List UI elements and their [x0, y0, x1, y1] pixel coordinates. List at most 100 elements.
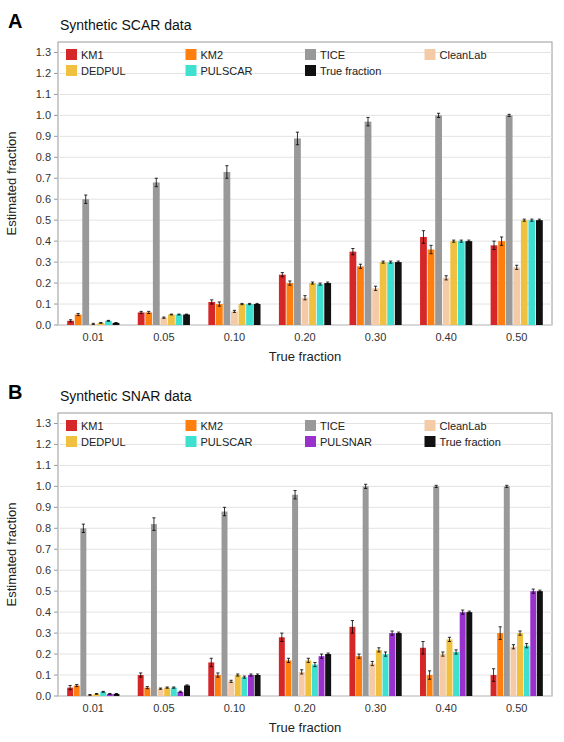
error-bar: [243, 676, 246, 678]
bar: [302, 298, 309, 325]
error-bar: [293, 491, 296, 499]
tick-mark: [54, 423, 58, 424]
error-bar: [445, 276, 448, 280]
bar: [160, 318, 167, 325]
error-bar: [435, 485, 438, 487]
error-bar: [159, 688, 162, 689]
error-bar: [288, 281, 291, 285]
legend-label: KM2: [201, 49, 224, 61]
bar: [100, 692, 106, 696]
bar: [458, 241, 465, 325]
error-bar: [114, 322, 117, 324]
error-bar: [77, 313, 80, 315]
grid-line: [58, 675, 552, 676]
plot-frame: [58, 413, 552, 696]
legend-swatch: [186, 420, 197, 431]
error-bar: [319, 283, 322, 285]
error-bar: [429, 245, 432, 253]
error-bar: [428, 671, 431, 679]
error-bar: [218, 302, 221, 306]
x-tick-label: 0.20: [294, 331, 315, 343]
error-bar: [240, 303, 243, 304]
error-bar: [303, 296, 306, 300]
tick-mark: [54, 549, 58, 550]
tick-mark: [54, 507, 58, 508]
grid-line: [58, 157, 552, 158]
bar: [254, 304, 261, 325]
grid-line: [58, 115, 552, 116]
y-tick-label: 0.1: [36, 298, 51, 310]
legend-label: KM2: [201, 420, 224, 432]
bar: [325, 654, 331, 696]
bar: [420, 648, 426, 696]
error-bar: [366, 117, 369, 125]
y-tick-label: 1.3: [36, 46, 51, 58]
error-bar: [102, 691, 105, 693]
grid-line: [58, 633, 552, 634]
error-bar: [460, 240, 463, 242]
y-tick-label: 0.4: [36, 235, 51, 247]
grid-line: [58, 507, 552, 508]
y-tick-label: 0.2: [36, 648, 51, 660]
y-tick-label: 1.0: [36, 480, 51, 492]
bar: [171, 688, 177, 696]
panel-label: B: [8, 381, 22, 403]
tick-mark: [54, 241, 58, 242]
bar: [94, 694, 100, 696]
tick-mark: [54, 325, 58, 326]
y-tick-label: 1.1: [36, 459, 51, 471]
tick-mark: [54, 654, 58, 655]
grid-line: [58, 654, 552, 655]
error-bar: [170, 314, 173, 316]
y-tick-label: 0.4: [36, 606, 51, 618]
grid-line: [58, 549, 552, 550]
tick-mark: [54, 528, 58, 529]
bar: [223, 172, 230, 325]
legend-label: True fraction: [320, 65, 381, 77]
bar: [433, 486, 439, 696]
grid-line: [58, 528, 552, 529]
error-bar: [371, 661, 374, 665]
y-tick-label: 1.1: [36, 88, 51, 100]
bar: [537, 591, 543, 696]
error-bar: [210, 658, 213, 666]
tick-mark: [54, 465, 58, 466]
bar: [395, 262, 402, 325]
bar: [158, 689, 164, 696]
bars: [67, 113, 543, 325]
error-bar: [461, 610, 464, 614]
error-bar: [326, 282, 329, 284]
grid-line: [58, 178, 552, 179]
error-bar: [512, 645, 515, 649]
bar: [446, 639, 452, 696]
error-bar: [75, 684, 78, 686]
error-bar: [179, 691, 182, 692]
grid-line: [58, 591, 552, 592]
legend-swatch: [186, 49, 197, 60]
bar: [440, 654, 446, 696]
bar: [235, 675, 241, 696]
bar: [389, 633, 395, 696]
bar: [153, 182, 160, 325]
error-bar: [95, 693, 98, 695]
bar: [528, 220, 535, 325]
bar: [513, 267, 520, 325]
tick-mark: [54, 262, 58, 263]
bar: [498, 241, 505, 325]
x-tick-label: 0.30: [365, 702, 386, 714]
legend-label: KM1: [81, 49, 104, 61]
legend-label: PULSCAR: [201, 65, 253, 77]
legend-label: PULSNAR: [320, 436, 372, 448]
error-bar: [538, 219, 541, 221]
error-bar: [382, 261, 385, 263]
legend-swatch: [66, 49, 77, 60]
bar: [208, 302, 215, 325]
y-axis-label: Estimated fraction: [4, 502, 19, 606]
error-bar: [538, 590, 541, 592]
error-bar: [223, 507, 226, 515]
bar: [465, 241, 472, 325]
tick-mark: [54, 675, 58, 676]
error-bar: [467, 240, 470, 242]
error-bar: [210, 300, 213, 304]
bar: [138, 675, 144, 696]
